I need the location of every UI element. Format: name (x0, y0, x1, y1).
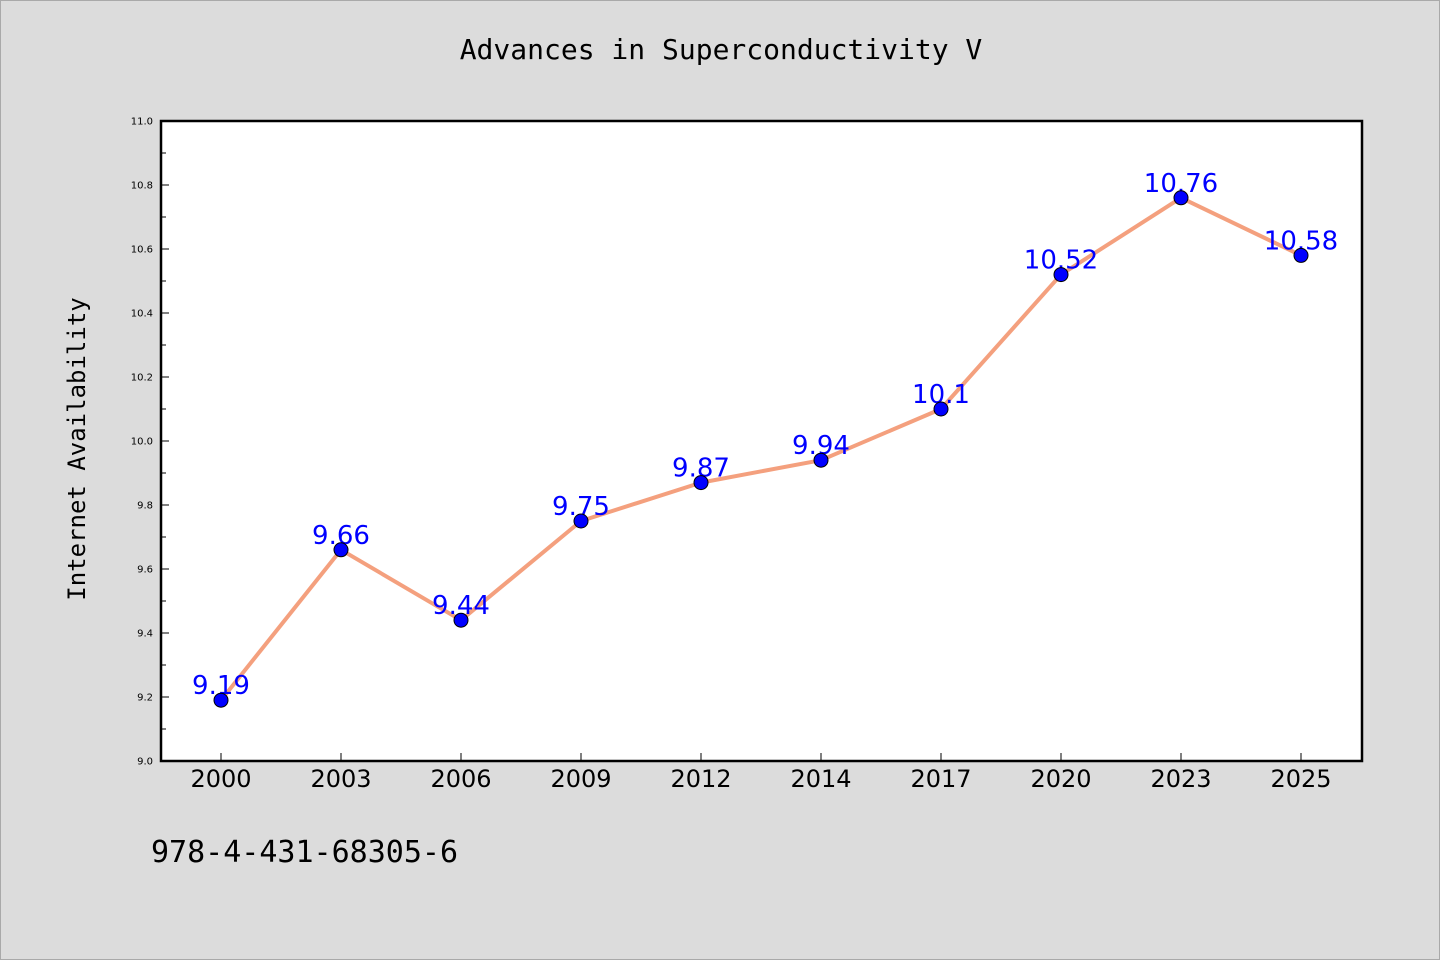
x-tick-label: 2020 (1030, 765, 1091, 793)
chart-title: Advances in Superconductivity V (459, 33, 983, 66)
x-tick-label: 2006 (430, 765, 491, 793)
isbn-text: 978-4-431-68305-6 (151, 835, 459, 870)
data-point (813, 452, 829, 468)
y-axis: 9.0 9.2 9.4 9.6 9.8 10.0 10.2 10.4 10.6 10.8 11.0 (131, 117, 169, 768)
y-tick-label: 9.0 (137, 757, 153, 768)
x-axis: 2000 2003 2006 2009 2012 2014 2017 2020 2023 2025 (190, 753, 1332, 793)
y-tick-label: 9.4 (137, 629, 153, 640)
y-tick-label: 9.8 (137, 501, 153, 512)
y-tick-label: 11.0 (131, 117, 153, 128)
x-tick-label: 2012 (670, 765, 731, 793)
data-point (1053, 267, 1069, 283)
y-tick-label: 10.2 (131, 373, 153, 384)
x-tick-label: 2023 (1150, 765, 1211, 793)
x-tick-label: 2025 (1270, 765, 1331, 793)
y-tick-label: 10.0 (131, 437, 153, 448)
series-line (219, 195, 1302, 702)
data-point (1173, 190, 1189, 206)
x-tick-label: 2009 (550, 765, 611, 793)
plot-area (161, 121, 1362, 761)
plot-frame (159, 119, 1364, 763)
x-tick-label: 2000 (190, 765, 251, 793)
x-tick-label: 2003 (310, 765, 371, 793)
x-tick-label: 2014 (790, 765, 851, 793)
y-tick-label: 10.6 (131, 245, 153, 256)
data-point (933, 401, 949, 417)
data-point (1293, 247, 1309, 263)
series-layer: 9.199.669.449.759.879.9410.110.5210.7610… (192, 169, 1338, 708)
y-tick-label: 9.2 (137, 693, 153, 704)
data-point (453, 612, 469, 628)
y-tick-label: 10.4 (131, 309, 153, 320)
y-tick-label: 10.8 (131, 181, 153, 192)
y-tick-label: 9.6 (137, 565, 153, 576)
data-point (573, 513, 589, 529)
data-point (213, 692, 229, 708)
data-point (333, 542, 349, 558)
data-point (693, 475, 709, 491)
x-tick-label: 2017 (910, 765, 971, 793)
